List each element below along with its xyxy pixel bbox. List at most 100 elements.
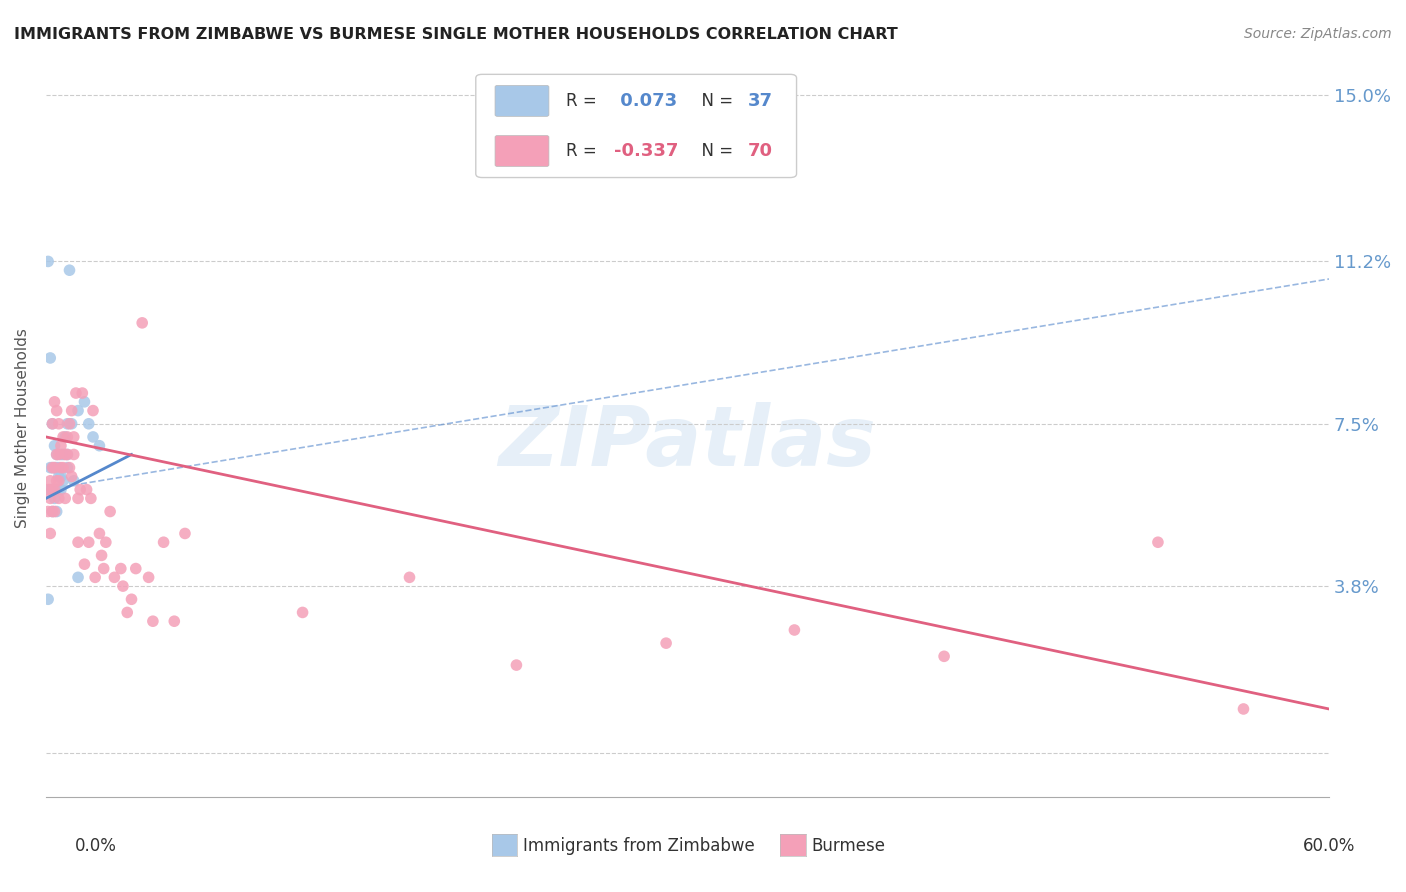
Text: Immigrants from Zimbabwe: Immigrants from Zimbabwe [523, 837, 755, 855]
Point [41, 417, 63, 431]
Point [48, 491, 70, 506]
Point [142, 614, 165, 628]
Point [72, 386, 94, 401]
Point [37, 504, 59, 518]
Point [45, 474, 67, 488]
Point [53, 491, 76, 506]
Point [39, 526, 62, 541]
Point [48, 448, 70, 462]
Point [45, 448, 67, 462]
Point [1232, 702, 1254, 716]
Point [56, 460, 79, 475]
Point [163, 614, 186, 628]
Point [655, 636, 678, 650]
Point [39, 474, 62, 488]
Point [82, 430, 104, 444]
Point [84, 570, 107, 584]
Point [45, 448, 67, 462]
Point [131, 316, 153, 330]
Point [48, 460, 70, 475]
Point [60, 417, 83, 431]
Point [94, 535, 117, 549]
Point [49, 439, 72, 453]
Point [56, 448, 79, 462]
Point [39, 351, 62, 365]
Point [60, 403, 83, 417]
Text: 70: 70 [748, 142, 773, 160]
Point [53, 448, 76, 462]
Y-axis label: Single Mother Households: Single Mother Households [15, 328, 30, 528]
Point [45, 483, 67, 497]
Text: N =: N = [692, 92, 738, 110]
Point [49, 460, 72, 475]
Text: N =: N = [692, 142, 738, 160]
Point [69, 483, 91, 497]
Point [77, 417, 100, 431]
Point [48, 417, 70, 431]
Point [41, 460, 63, 475]
Point [44, 491, 66, 506]
Point [76, 483, 98, 497]
Point [80, 491, 103, 506]
Point [44, 460, 66, 475]
Point [52, 430, 75, 444]
Text: IMMIGRANTS FROM ZIMBABWE VS BURMESE SINGLE MOTHER HOUSEHOLDS CORRELATION CHART: IMMIGRANTS FROM ZIMBABWE VS BURMESE SING… [14, 27, 898, 42]
Point [45, 504, 67, 518]
FancyBboxPatch shape [495, 86, 548, 116]
Point [115, 606, 138, 620]
Point [62, 430, 84, 444]
Point [67, 535, 90, 549]
Point [67, 570, 90, 584]
Point [58, 417, 80, 431]
Point [52, 448, 75, 462]
Point [56, 430, 79, 444]
Point [291, 606, 314, 620]
Point [58, 263, 80, 277]
Point [58, 460, 80, 475]
Text: 0.073: 0.073 [614, 92, 678, 110]
Point [65, 386, 87, 401]
Point [783, 623, 806, 637]
Point [44, 460, 66, 475]
Point [505, 658, 527, 673]
Text: R =: R = [565, 92, 602, 110]
Point [41, 483, 63, 497]
Point [39, 483, 62, 497]
Point [48, 474, 70, 488]
Point [82, 403, 104, 417]
Point [93, 561, 115, 575]
Point [73, 557, 96, 571]
Point [1147, 535, 1170, 549]
Text: -0.337: -0.337 [614, 142, 679, 160]
Point [56, 448, 79, 462]
Point [60, 469, 83, 483]
Point [44, 483, 66, 497]
Point [37, 483, 59, 497]
Point [174, 526, 197, 541]
Point [48, 469, 70, 483]
Point [932, 649, 955, 664]
Point [125, 561, 148, 575]
Point [53, 430, 76, 444]
Point [67, 491, 90, 506]
Point [89, 439, 111, 453]
Point [398, 570, 420, 584]
Point [45, 460, 67, 475]
Point [103, 570, 125, 584]
Point [138, 570, 160, 584]
Point [111, 579, 134, 593]
Point [52, 474, 75, 488]
Point [37, 592, 59, 607]
Point [41, 504, 63, 518]
Point [62, 474, 84, 488]
Point [44, 504, 66, 518]
Point [52, 460, 75, 475]
FancyBboxPatch shape [495, 136, 548, 167]
Point [89, 526, 111, 541]
Text: Burmese: Burmese [811, 837, 886, 855]
Text: Source: ZipAtlas.com: Source: ZipAtlas.com [1244, 27, 1392, 41]
Point [121, 592, 143, 607]
Point [39, 460, 62, 475]
Point [37, 254, 59, 268]
Point [41, 483, 63, 497]
